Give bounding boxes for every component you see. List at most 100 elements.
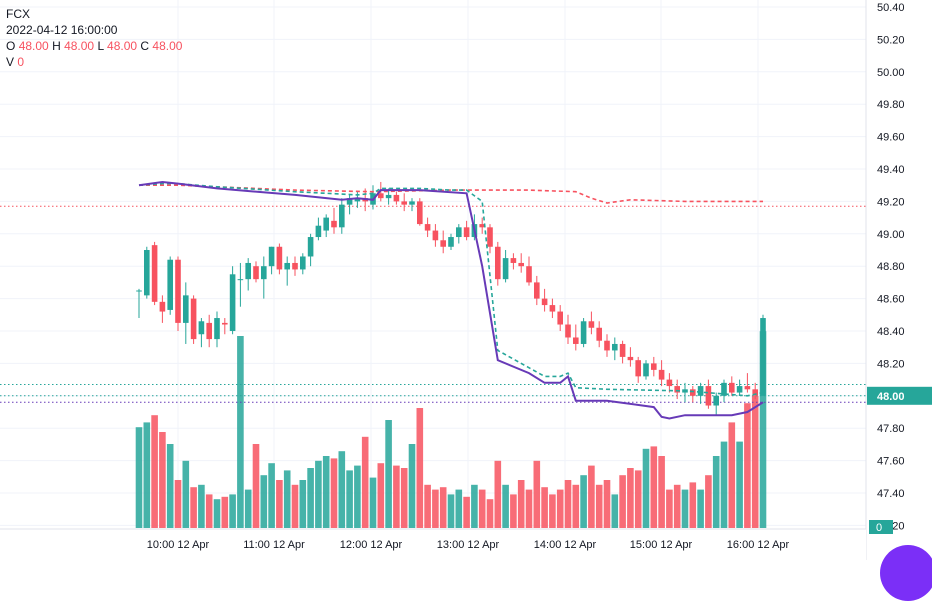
time-tick-label: 10:00 12 Apr [147,539,210,551]
volume-bar [658,456,665,528]
candle-body [651,363,657,370]
volume-bar [237,336,244,528]
volume-bar [627,468,634,528]
time-tick-label: 15:00 12 Apr [630,539,693,551]
current-price-badge [867,386,932,405]
time-tick-label: 11:00 12 Apr [243,539,305,551]
volume-bar [455,489,463,528]
volume-bar [564,480,572,528]
candle-body [604,340,610,351]
candle-body [752,389,758,396]
candle-body [268,246,275,267]
candle-body [526,266,532,283]
candle-body [237,279,244,281]
volume-bar [588,465,595,528]
candle-body [721,382,727,396]
candle-body [417,201,423,225]
volume-bar [744,403,751,528]
volume-bar [190,487,197,528]
chart-canvas[interactable]: 50.40 50.20 50.00 49.80 49.60 49.40 49.20 49.00… [0,0,932,560]
candle-body [573,337,579,344]
candle-body [596,327,602,341]
candle-body [144,250,150,296]
price-tick-label: 50.00 [877,67,905,79]
volume-bar [502,484,509,528]
volume-bar [650,446,658,528]
volume-bar [471,484,478,528]
candle-body [697,386,704,396]
volume-bar [338,451,346,528]
candle-body [136,290,142,292]
candle-body [705,386,712,406]
volume-bar [135,427,143,528]
candle-body [151,245,158,302]
price-tick-label: 47.80 [877,423,905,435]
candle-body [729,382,735,393]
legend: FCX 2022-04-12 16:00:00 O 48.00 H 48.00 … [6,6,182,70]
candle-body [167,259,173,310]
candle-body [300,256,306,270]
volume-bar [393,465,400,528]
volume-bar [541,487,548,528]
volume-bar [346,470,353,528]
price-tick-label: 47.60 [877,456,905,468]
volume-bar [666,489,673,528]
candle-body [222,322,228,325]
candle-body [440,240,446,247]
candle-body [409,201,415,205]
volume-bar [182,460,190,528]
volume-bar [720,441,728,528]
volume-bar [510,494,517,528]
candle-body [448,237,454,247]
candle-body [549,305,556,312]
price-tick-label: 49.00 [877,229,905,241]
volume-bar [416,408,424,528]
candle-body [635,360,641,377]
candle-body [198,321,205,335]
price-tick-label: 48.80 [877,261,905,273]
candle-body [541,298,548,306]
candle-body [229,274,236,331]
volume-bar [689,482,697,528]
candle-body [518,262,524,267]
volume-bar [268,463,275,528]
floating-action-button[interactable] [880,545,932,601]
candle-body [276,246,283,270]
volume-bar [354,465,361,528]
volume-bar [299,480,307,528]
candle-body [354,198,361,202]
candle-body [580,321,587,344]
volume-bar [759,331,767,528]
volume-bar [642,448,650,528]
volume-bar [556,489,564,528]
legend-symbol-row: FCX [6,6,182,22]
candle-body [495,246,501,280]
volume-bar [447,494,455,528]
close-value: 48.00 [152,39,183,53]
candle-body [487,227,493,247]
candle-body [331,220,337,228]
price-tick-label: 49.20 [877,196,905,208]
volume-bar [611,494,619,528]
price-tick-label: 48.20 [877,358,905,370]
high-label: H [52,39,61,53]
price-tick-label: 48.40 [877,326,905,338]
candle-body [323,217,329,231]
volume-bar [283,470,291,528]
volume-bar [221,496,229,528]
volume-bar [205,494,213,528]
candle-body [385,194,392,199]
high-value: 48.00 [64,39,95,53]
volume-bar [673,484,681,528]
candle-body [658,369,665,380]
price-tick-label: 49.60 [877,132,905,144]
volume-bar [159,432,166,528]
candle-body [736,386,743,393]
price-tick-label: 49.80 [877,99,905,111]
volume-bar [439,487,447,528]
volume-axis-label: 0 [876,522,882,534]
price-tick-label: 49.40 [877,164,905,176]
volume-bar [525,489,533,528]
time-tick-label: 16:00 12 Apr [727,539,790,551]
volume-bar [595,484,603,528]
